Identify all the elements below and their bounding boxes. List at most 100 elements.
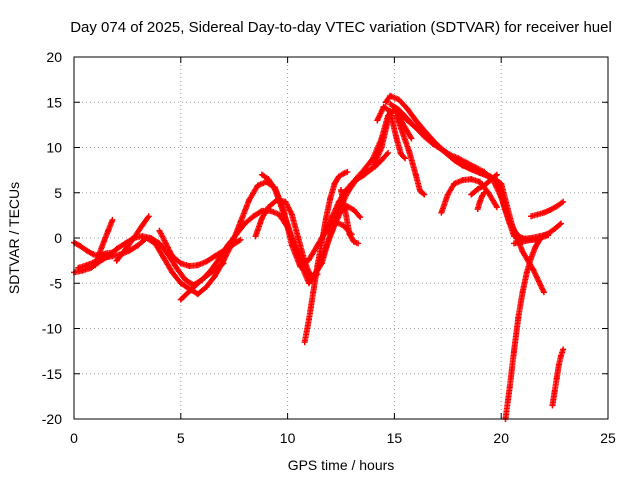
data-point: [485, 173, 492, 180]
series-track-4: [92, 216, 116, 269]
data-point: [335, 173, 342, 180]
data-point: [288, 211, 295, 218]
trace-marker: [376, 111, 383, 118]
data-point: [442, 149, 449, 156]
trace-marker: [236, 237, 243, 244]
data-point: [355, 240, 362, 247]
data-point: [177, 280, 184, 287]
trace-marker: [378, 107, 385, 114]
data-point: [305, 316, 312, 323]
data-point: [135, 242, 142, 249]
data-point: [551, 388, 558, 395]
data-point: [177, 296, 184, 303]
data-point: [540, 209, 547, 216]
trace-marker: [88, 250, 95, 257]
trace-marker: [144, 214, 151, 221]
data-point: [291, 242, 298, 249]
data-point: [194, 262, 201, 269]
trace-marker: [376, 113, 383, 120]
data-point: [237, 236, 244, 243]
data-point: [109, 216, 116, 223]
data-point: [506, 384, 513, 391]
data-point: [534, 211, 541, 218]
data-point: [515, 314, 522, 321]
trace-marker: [558, 199, 565, 206]
data-point: [545, 232, 552, 239]
data-point: [162, 240, 169, 247]
x-tick-label: 0: [70, 430, 78, 446]
trace-marker: [492, 172, 499, 179]
trace-marker: [378, 109, 385, 116]
data-point: [374, 117, 381, 124]
trace-marker: [534, 275, 541, 282]
data-point: [284, 221, 291, 228]
data-point: [295, 235, 302, 241]
data-point: [139, 233, 146, 240]
data-point: [194, 291, 201, 298]
y-tick-label: -15: [42, 366, 62, 382]
data-point: [397, 150, 404, 157]
data-point: [487, 177, 494, 184]
series-track-6: [156, 227, 244, 270]
y-tick-label: -10: [42, 321, 62, 337]
data-point: [434, 142, 441, 149]
data-point: [211, 253, 218, 260]
x-tick-label: 5: [177, 430, 185, 446]
data-point: [139, 222, 146, 229]
data-point: [408, 120, 415, 127]
data-point: [329, 213, 336, 220]
series-track-7: [177, 260, 227, 303]
trace-marker: [534, 274, 541, 281]
data-point: [493, 171, 500, 178]
trace-marker: [356, 212, 363, 219]
data-point: [528, 236, 535, 243]
trace-marker: [535, 277, 542, 284]
data-point: [122, 246, 129, 253]
data-point: [346, 231, 353, 238]
trace-marker: [257, 208, 264, 215]
data-point: [502, 207, 509, 214]
trace-marker: [536, 279, 543, 286]
data-point: [90, 251, 97, 258]
data-point: [468, 191, 475, 198]
data-point: [528, 213, 535, 220]
data-point: [352, 177, 359, 184]
data-point: [278, 203, 285, 210]
data-point: [203, 258, 210, 265]
series-track-13: [338, 187, 362, 247]
data-point: [350, 206, 357, 213]
data-point: [387, 92, 394, 99]
data-point: [459, 177, 466, 184]
data-point: [560, 346, 567, 353]
trace-marker: [533, 273, 540, 280]
data-point: [384, 149, 391, 156]
data-point: [113, 257, 120, 264]
x-tick-label: 15: [387, 430, 403, 446]
y-tick-label: -20: [42, 411, 62, 427]
data-point: [314, 262, 321, 269]
series-track-2: [71, 108, 394, 289]
data-point: [77, 243, 84, 250]
series-track-24: [528, 198, 567, 220]
data-point: [444, 191, 451, 198]
y-axis-label: SDTVAR / TECUs: [6, 182, 22, 294]
y-tick-label: 20: [46, 49, 62, 65]
series-track-20: [468, 171, 500, 198]
data-point: [468, 176, 475, 183]
data-point: [476, 178, 483, 185]
data-point: [152, 240, 159, 247]
data-point: [493, 177, 500, 184]
trace-marker: [532, 270, 539, 277]
data-point: [402, 155, 409, 162]
data-point: [551, 225, 558, 232]
data-point: [553, 203, 560, 210]
data-point: [399, 130, 406, 137]
data-point: [474, 186, 481, 193]
data-point: [555, 361, 562, 368]
data-point: [549, 402, 556, 409]
data-point: [229, 242, 236, 249]
data-point: [417, 187, 424, 194]
trace-marker: [556, 221, 563, 228]
data-point: [399, 113, 406, 120]
